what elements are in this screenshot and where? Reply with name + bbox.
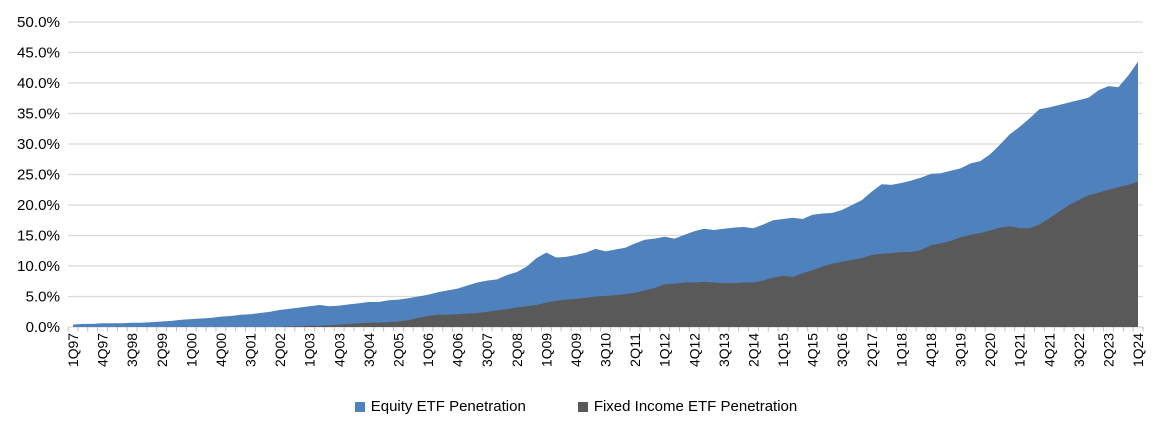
x-axis-tick-marks bbox=[67, 327, 1144, 332]
svg-text:0.0%: 0.0% bbox=[26, 320, 60, 336]
svg-text:1Q12: 1Q12 bbox=[657, 333, 673, 367]
equity-series-swatch bbox=[354, 401, 365, 412]
svg-text:25.0%: 25.0% bbox=[17, 168, 60, 184]
fixed-income-area bbox=[73, 181, 1138, 327]
legend-label-equity: Equity ETF Penetration bbox=[370, 398, 526, 415]
svg-text:1Q09: 1Q09 bbox=[538, 333, 554, 367]
series-areas bbox=[73, 61, 1138, 327]
svg-text:1Q18: 1Q18 bbox=[893, 333, 909, 367]
svg-text:2Q20: 2Q20 bbox=[982, 333, 998, 367]
svg-text:20.0%: 20.0% bbox=[17, 198, 60, 214]
svg-text:2Q11: 2Q11 bbox=[627, 333, 643, 367]
svg-text:2Q23: 2Q23 bbox=[1100, 333, 1116, 367]
svg-text:4Q12: 4Q12 bbox=[686, 333, 702, 367]
x-axis-labels: 1Q97 4Q97 3Q98 2Q99 1Q00 4Q00 3Q01 2Q02 1Q03 4Q03… bbox=[65, 333, 1146, 367]
svg-text:1Q21: 1Q21 bbox=[1012, 333, 1028, 367]
svg-text:45.0%: 45.0% bbox=[17, 46, 60, 62]
svg-text:4Q09: 4Q09 bbox=[568, 333, 584, 367]
svg-text:3Q13: 3Q13 bbox=[716, 333, 732, 367]
svg-text:3Q19: 3Q19 bbox=[953, 333, 969, 367]
svg-text:35.0%: 35.0% bbox=[17, 107, 60, 123]
legend-label-fixed-income: Fixed Income ETF Penetration bbox=[593, 398, 798, 415]
svg-text:4Q97: 4Q97 bbox=[95, 333, 111, 367]
svg-text:1Q06: 1Q06 bbox=[420, 333, 436, 367]
svg-text:3Q04: 3Q04 bbox=[361, 333, 377, 367]
svg-text:10.0%: 10.0% bbox=[17, 259, 60, 275]
svg-text:4Q21: 4Q21 bbox=[1041, 333, 1057, 367]
plot-area: 0.0% 5.0% 10.0% 15.0% 20.0% 25.0% 30.0% 35.0% 40… bbox=[17, 15, 1146, 367]
svg-text:3Q01: 3Q01 bbox=[243, 333, 259, 367]
svg-text:4Q03: 4Q03 bbox=[331, 333, 347, 367]
svg-text:40.0%: 40.0% bbox=[17, 76, 60, 92]
svg-text:2Q99: 2Q99 bbox=[154, 333, 170, 367]
svg-text:1Q24: 1Q24 bbox=[1130, 333, 1146, 367]
y-axis-labels: 0.0% 5.0% 10.0% 15.0% 20.0% 25.0% 30.0% 35.0% 40… bbox=[17, 15, 60, 336]
svg-text:4Q00: 4Q00 bbox=[213, 333, 229, 367]
svg-text:2Q05: 2Q05 bbox=[390, 333, 406, 367]
svg-text:50.0%: 50.0% bbox=[17, 15, 60, 31]
svg-text:4Q15: 4Q15 bbox=[805, 333, 821, 367]
svg-text:2Q17: 2Q17 bbox=[864, 333, 880, 367]
fixed-income-series-swatch bbox=[577, 401, 588, 412]
gridlines bbox=[68, 21, 1143, 328]
svg-text:1Q00: 1Q00 bbox=[183, 333, 199, 367]
svg-text:3Q16: 3Q16 bbox=[834, 333, 850, 367]
svg-text:3Q98: 3Q98 bbox=[124, 333, 140, 367]
svg-text:15.0%: 15.0% bbox=[17, 229, 60, 245]
svg-text:2Q02: 2Q02 bbox=[272, 333, 288, 367]
legend-item-equity: Equity ETF Penetration bbox=[354, 398, 526, 415]
svg-text:1Q97: 1Q97 bbox=[65, 333, 81, 367]
svg-text:3Q22: 3Q22 bbox=[1071, 333, 1087, 367]
svg-text:2Q14: 2Q14 bbox=[745, 333, 761, 367]
legend: Equity ETF Penetration Fixed Income ETF … bbox=[0, 398, 1152, 415]
svg-text:1Q03: 1Q03 bbox=[302, 333, 318, 367]
svg-text:3Q10: 3Q10 bbox=[598, 333, 614, 367]
svg-text:30.0%: 30.0% bbox=[17, 137, 60, 153]
svg-text:5.0%: 5.0% bbox=[26, 290, 60, 306]
legend-item-fixed-income: Fixed Income ETF Penetration bbox=[577, 398, 798, 415]
svg-text:2Q08: 2Q08 bbox=[509, 333, 525, 367]
svg-text:4Q18: 4Q18 bbox=[923, 333, 939, 367]
svg-text:3Q07: 3Q07 bbox=[479, 333, 495, 367]
svg-text:1Q15: 1Q15 bbox=[775, 333, 791, 367]
svg-text:4Q06: 4Q06 bbox=[450, 333, 466, 367]
